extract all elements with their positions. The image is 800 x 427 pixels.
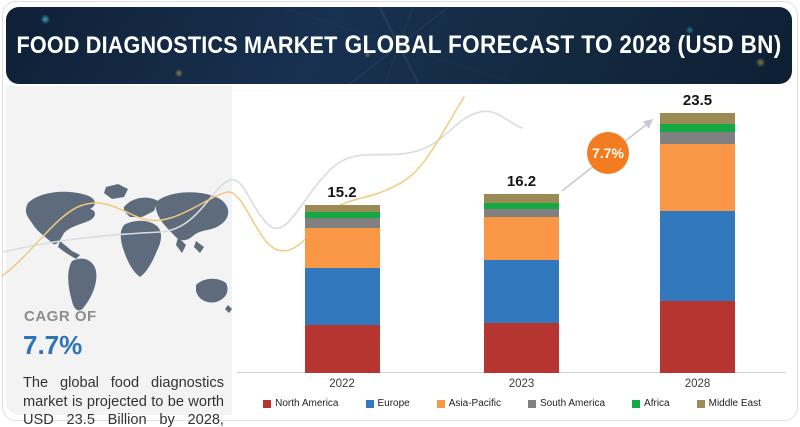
legend-item-north-america: North America xyxy=(263,398,339,409)
legend-item-south-america: South America xyxy=(528,398,605,409)
segment-europe-2022 xyxy=(304,267,380,326)
total-label-2023: 16.2 xyxy=(506,172,537,190)
title-forecast: GLOBAL FORECAST TO 2028 (USD BN) xyxy=(344,31,782,59)
legend-label: North America xyxy=(275,398,339,409)
stacked-bar-2028 xyxy=(660,113,735,373)
title-market: FOOD DIAGNOSTICS MARKET xyxy=(16,32,338,59)
segment-asia-pacific-2023 xyxy=(484,217,559,261)
cagr-label: CAGR OF xyxy=(24,308,97,325)
cagr-badge-label: 7.7% xyxy=(592,145,624,161)
segment-north-america-2023 xyxy=(484,323,559,373)
legend-label: South America xyxy=(540,398,606,409)
segment-north-america-2022 xyxy=(304,325,380,373)
legend-swatch-asia-pacific xyxy=(436,399,445,408)
segment-europe-2028 xyxy=(660,210,735,302)
segment-middle-east-2023 xyxy=(484,193,559,203)
stacked-bar-2022 xyxy=(304,205,380,373)
segment-south-america-2022 xyxy=(304,218,380,229)
legend-label: Africa xyxy=(644,398,670,409)
legend-swatch-europe xyxy=(365,399,374,408)
segment-europe-2023 xyxy=(484,260,559,324)
segment-africa-2022 xyxy=(304,211,380,219)
legend-label: Middle East xyxy=(708,398,761,409)
page-title: FOOD DIAGNOSTICS MARKET GLOBAL FORECAST T… xyxy=(6,7,792,84)
stacked-bar-2023 xyxy=(484,193,559,373)
legend-item-middle-east: Middle East xyxy=(696,398,761,409)
total-label-2028: 23.5 xyxy=(682,92,713,110)
segment-asia-pacific-2022 xyxy=(304,228,380,268)
segment-north-america-2028 xyxy=(660,301,735,373)
segment-africa-2028 xyxy=(660,124,735,133)
legend-swatch-north-america xyxy=(263,399,272,408)
legend-label: Asia-Pacific xyxy=(448,398,501,409)
segment-asia-pacific-2028 xyxy=(660,144,735,211)
segment-africa-2023 xyxy=(484,202,559,210)
cagr-badge: 7.7% xyxy=(587,132,629,174)
legend-item-africa: Africa xyxy=(632,398,670,409)
chart-legend: North America Europe Asia-Pacific South Ame… xyxy=(232,398,792,409)
world-map-graphic xyxy=(25,184,232,313)
market-summary-text: The global food diagnostics market is pr… xyxy=(23,375,224,427)
legend-swatch-middle-east xyxy=(696,399,705,408)
summary-sidebar: CAGR OF 7.7% The global food diagnostics… xyxy=(6,86,232,427)
x-tick-2028: 2028 xyxy=(684,378,711,390)
legend-swatch-south-america xyxy=(528,399,536,408)
legend-label: Europe xyxy=(377,398,410,409)
header-banner: FOOD DIAGNOSTICS MARKET GLOBAL FORECAST T… xyxy=(6,7,792,84)
legend-item-asia-pacific: Asia-Pacific xyxy=(436,398,501,409)
segment-south-america-2028 xyxy=(660,132,735,145)
legend-swatch-africa xyxy=(632,399,641,408)
legend-item-europe: Europe xyxy=(365,398,410,409)
segment-south-america-2023 xyxy=(484,209,559,218)
cagr-value: 7.7% xyxy=(23,330,83,360)
x-tick-2023: 2023 xyxy=(508,378,535,390)
segment-middle-east-2028 xyxy=(660,113,735,125)
x-tick-2022: 2022 xyxy=(329,378,355,390)
segment-middle-east-2022 xyxy=(304,205,380,212)
total-label-2022: 15.2 xyxy=(327,184,357,202)
